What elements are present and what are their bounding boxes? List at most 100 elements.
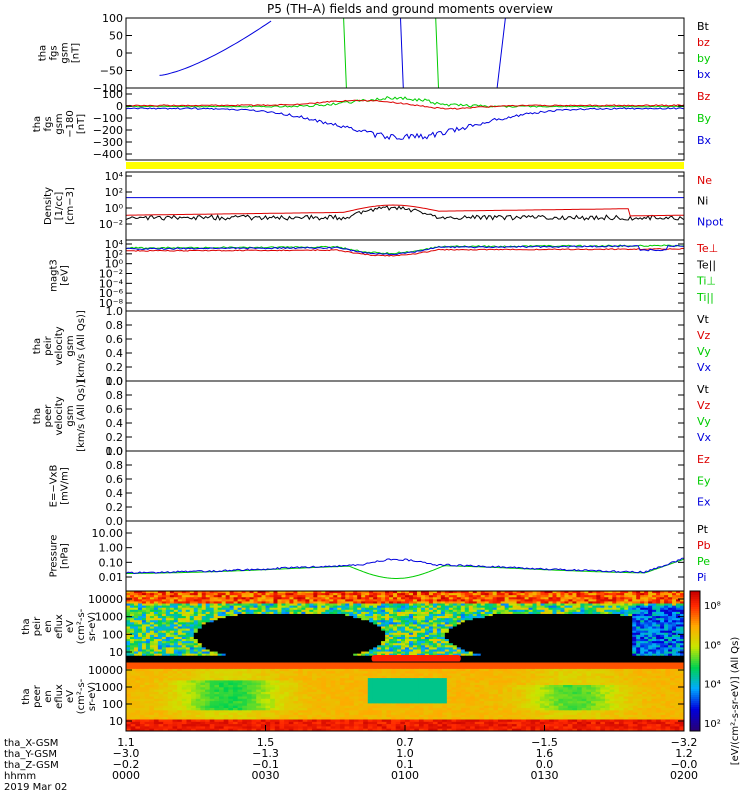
heatmap-cell (424, 626, 430, 630)
heatmap-cell (544, 632, 550, 636)
heatmap-cell (393, 605, 398, 609)
heatmap-cell (185, 649, 191, 653)
heatmap-cell (217, 657, 223, 661)
heatmap-cell (440, 620, 446, 623)
heatmap-cell (333, 632, 338, 636)
heatmap-cell (389, 622, 394, 626)
heatmap-cell (365, 616, 370, 619)
heatmap-cell (229, 653, 235, 657)
heatmap-cell (620, 618, 625, 621)
heatmap-cell (313, 639, 318, 642)
heatmap-cell (349, 643, 354, 646)
heatmap-cell (229, 634, 235, 638)
heatmap-cell (369, 647, 374, 651)
heatmap-cell (281, 609, 287, 613)
heatmap-cell (145, 659, 151, 662)
heatmap-cell (381, 607, 386, 611)
heatmap-cell (440, 616, 446, 619)
heatmap-cell (416, 591, 422, 594)
heatmap-cell (393, 595, 398, 598)
heatmap-cell (536, 609, 542, 613)
heatmap-cell (257, 626, 263, 630)
y-axis-label: [km/s (All Qs)] (76, 310, 87, 382)
heatmap-cell (508, 616, 514, 619)
heatmap-cell (285, 595, 291, 598)
heatmap-cell (568, 632, 573, 636)
heatmap-cell (161, 647, 167, 651)
heatmap-cell (321, 607, 326, 611)
heatmap-cell (472, 618, 478, 621)
heatmap-cell (289, 634, 294, 638)
heatmap-cell (257, 630, 263, 634)
heatmap-cell (652, 609, 657, 613)
heatmap-cell (265, 624, 271, 628)
heatmap-cell (464, 599, 470, 603)
heatmap-cell (644, 657, 649, 661)
heatmap-cell (401, 645, 406, 648)
heatmap-cell (548, 649, 554, 653)
heatmap-cell (301, 659, 306, 662)
heatmap-cell (572, 632, 577, 636)
heatmap-cell (648, 605, 653, 609)
heatmap-cell (524, 601, 530, 605)
heatmap-cell (177, 595, 183, 598)
heatmap-cell (285, 655, 291, 659)
heatmap-cell (680, 634, 684, 638)
heatmap-cell (301, 639, 306, 642)
heatmap-cell (277, 595, 283, 598)
heatmap-cell (193, 659, 199, 662)
heatmap-cell (668, 628, 673, 632)
heatmap-cell (321, 653, 326, 657)
heatmap-cell (213, 595, 219, 598)
heatmap-cell (126, 639, 131, 642)
heatmap-cell (452, 601, 458, 605)
heatmap-cell (329, 597, 334, 600)
heatmap-cell (157, 607, 163, 611)
heatmap-cell (293, 595, 298, 598)
heatmap-cell (277, 609, 283, 613)
heatmap-cell (205, 601, 211, 605)
heatmap-cell (389, 591, 394, 594)
heatmap-cell (329, 620, 334, 623)
heatmap-cell (440, 607, 446, 611)
heatmap-cell (185, 641, 191, 644)
heatmap-cell (181, 657, 187, 661)
heatmap-cell (197, 653, 203, 657)
heatmap-cell (516, 622, 522, 626)
heatmap-cell (241, 653, 247, 657)
heatmap-cell (620, 657, 625, 661)
heatmap-cell (145, 603, 151, 607)
heatmap-cell (520, 613, 526, 617)
heatmap-cell (157, 628, 163, 632)
heatmap-cell (652, 641, 657, 644)
heatmap-cell (452, 620, 458, 623)
heatmap-cell (668, 609, 673, 613)
heatmap-cell (640, 607, 645, 611)
heatmap-cell (552, 657, 558, 661)
heatmap-cell (456, 595, 462, 598)
heatmap-cell (253, 639, 259, 642)
heatmap-cell (157, 613, 163, 617)
heatmap-cell (516, 601, 522, 605)
heatmap-cell (660, 620, 665, 623)
heatmap-cell (484, 643, 490, 646)
heatmap-cell (616, 605, 621, 609)
heatmap-cell (373, 641, 378, 644)
heatmap-cell (369, 616, 374, 619)
heatmap-cell (325, 611, 330, 615)
heatmap-cell (576, 645, 581, 648)
heatmap-cell (165, 599, 171, 603)
heatmap-cell (141, 626, 147, 630)
heatmap-cell (616, 636, 621, 640)
heatmap-cell (273, 591, 279, 594)
heatmap-cell (592, 628, 597, 632)
heatmap-cell (233, 651, 239, 655)
heatmap-cell (548, 653, 554, 657)
heatmap-cell (169, 659, 175, 662)
heatmap-cell (548, 605, 554, 609)
heatmap-cell (165, 622, 171, 626)
heatmap-cell (153, 624, 159, 628)
heatmap-cell (460, 649, 466, 653)
heatmap-cell (389, 597, 394, 600)
heatmap-cell (576, 603, 581, 607)
